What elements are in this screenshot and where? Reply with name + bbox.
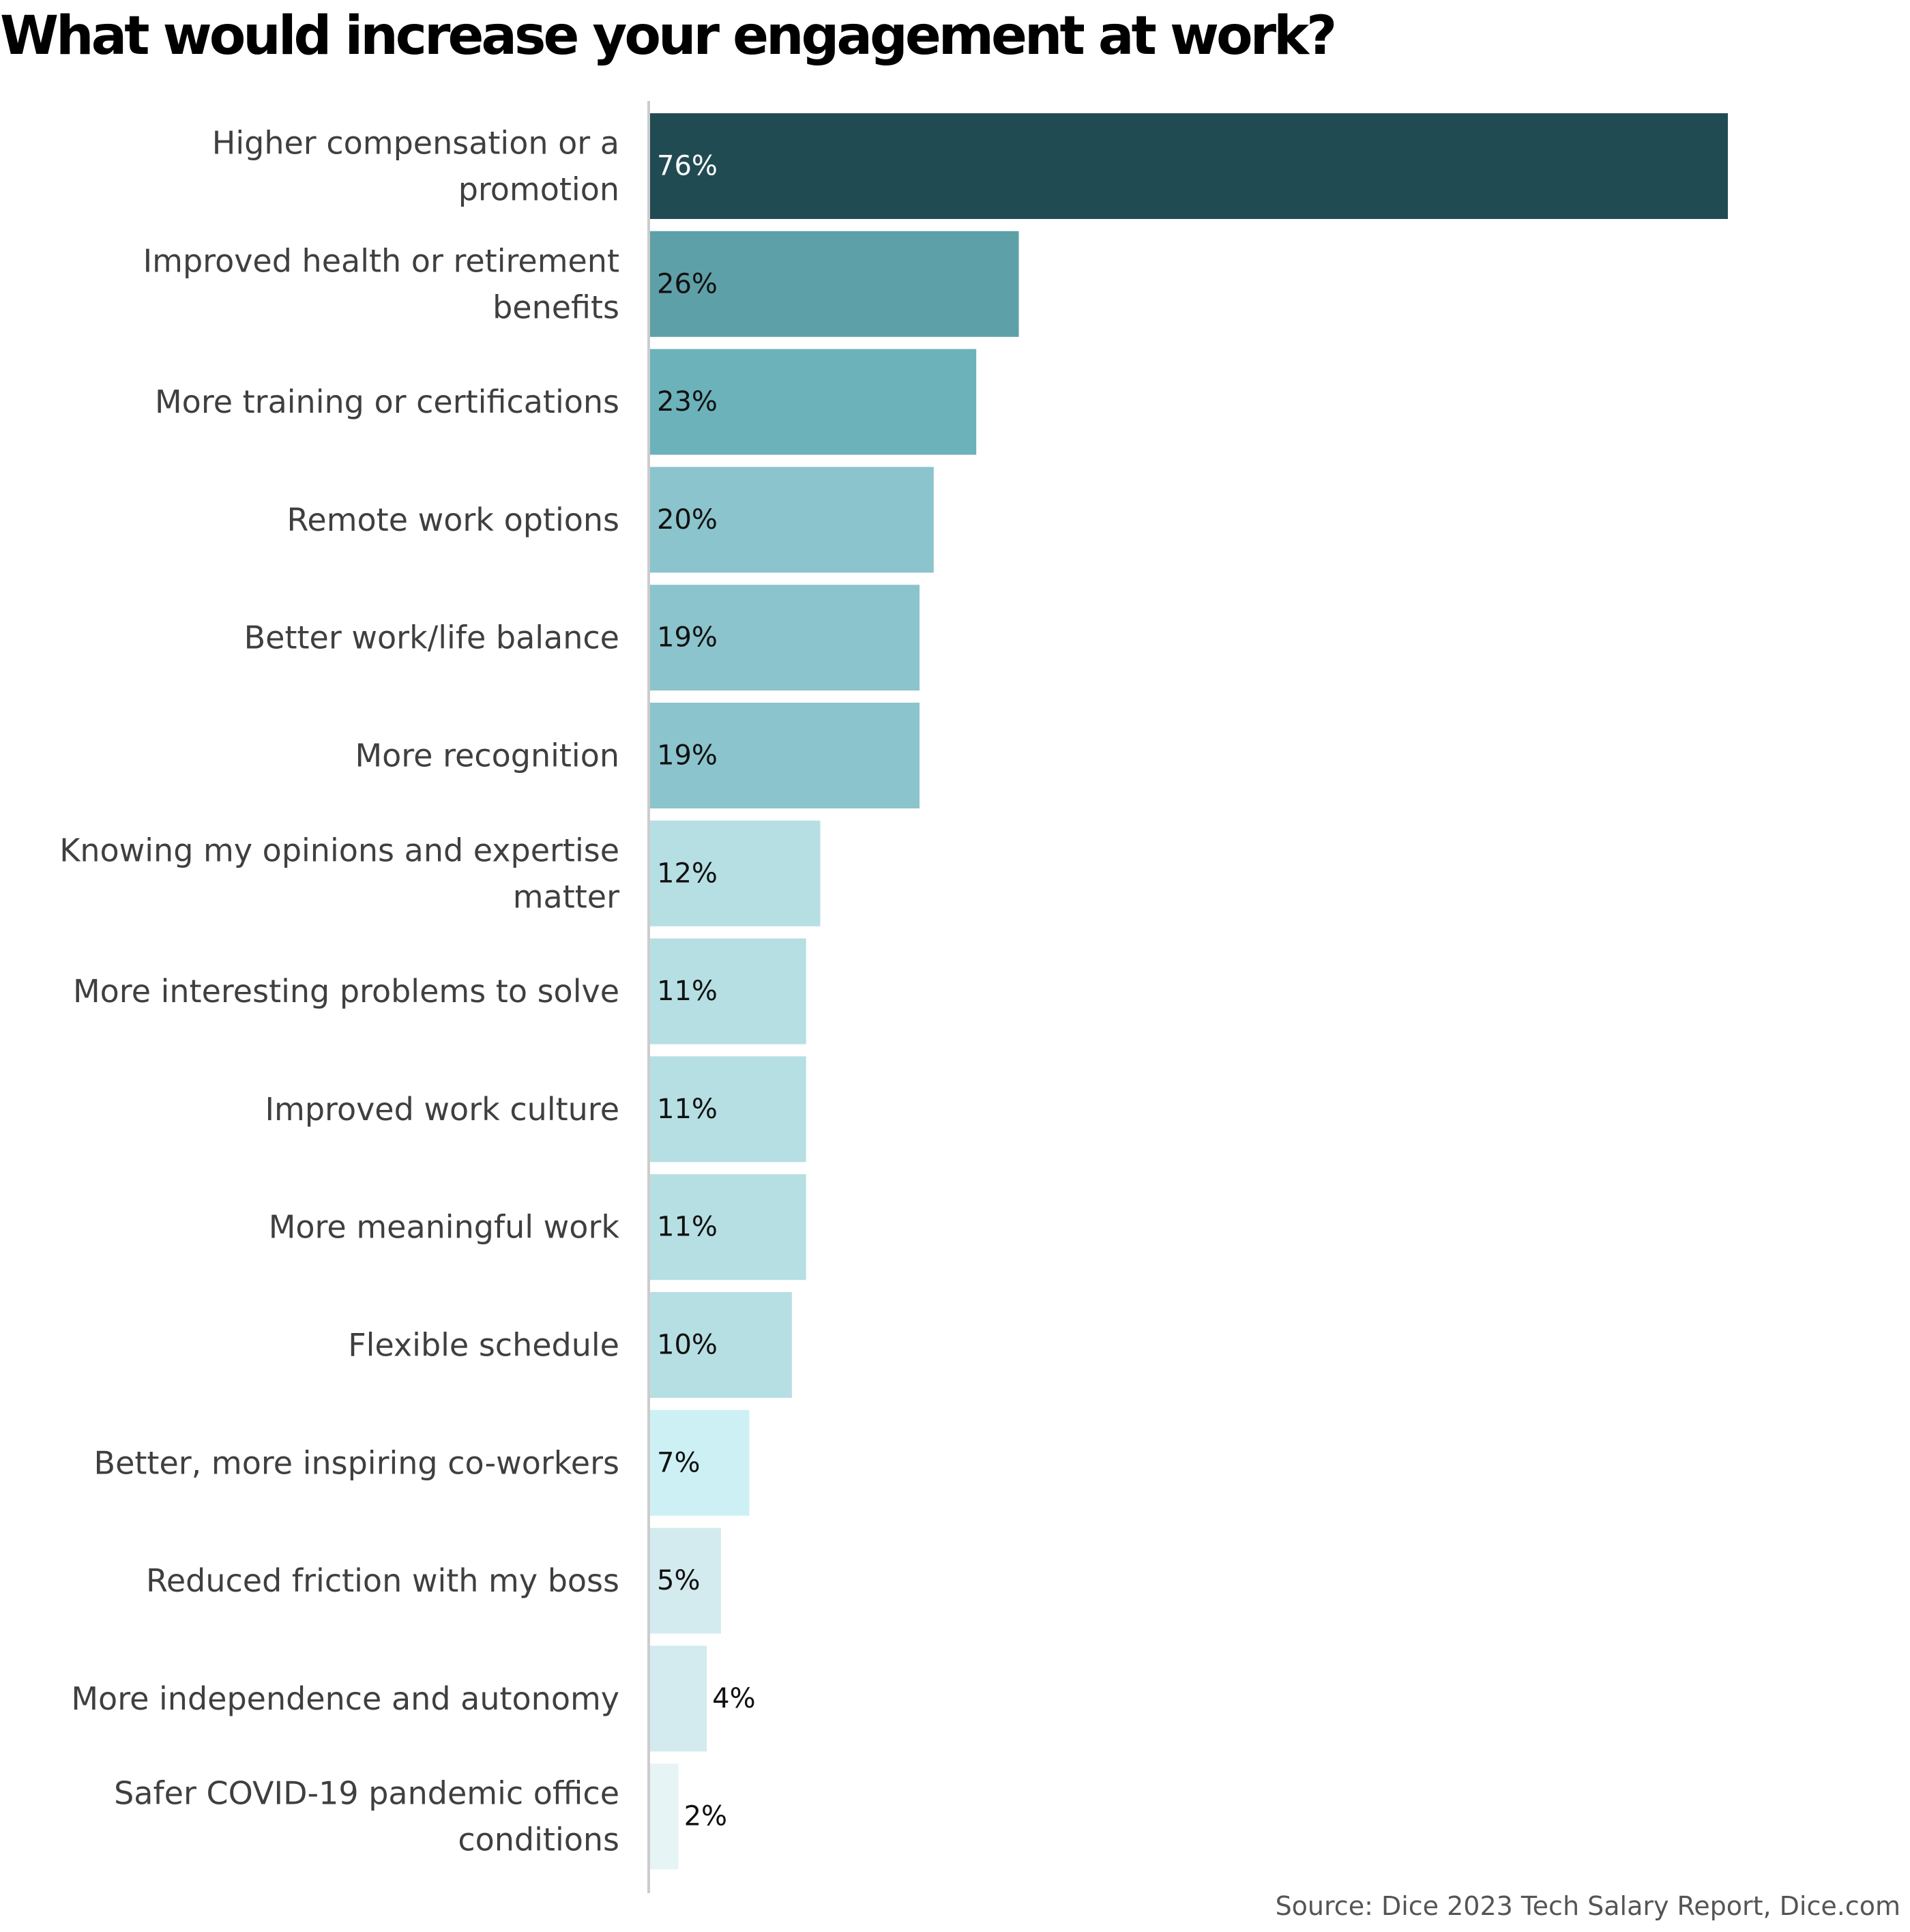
value-label: 11% [657, 1094, 718, 1125]
category-label: Safer COVID-19 pandemic office conditions [114, 1775, 619, 1858]
bar [650, 1056, 806, 1162]
bar [650, 703, 920, 808]
category-label-line: Remote work options [287, 501, 619, 538]
bar [650, 231, 1019, 337]
value-label: 11% [657, 1212, 718, 1243]
source-note: Source: Dice 2023 Tech Salary Report, Di… [1275, 1891, 1900, 1921]
bar [650, 349, 977, 455]
bar [650, 585, 920, 691]
category-label: Reduced friction with my boss [146, 1562, 619, 1599]
category-label: More independence and autonomy [71, 1680, 619, 1717]
category-label: Higher compensation or a promotion [212, 125, 619, 208]
category-label-line: Improved health or retirement [143, 242, 619, 279]
bar [650, 938, 806, 1044]
category-label-line: Reduced friction with my boss [146, 1562, 619, 1599]
category-label-line: Higher compensation or a [212, 125, 619, 162]
category-label: Remote work options [287, 501, 619, 538]
category-label-line: More independence and autonomy [71, 1680, 619, 1717]
bar [650, 1292, 792, 1398]
category-label-line: Safer COVID-19 pandemic office [114, 1775, 619, 1812]
category-label-line: Improved work culture [265, 1091, 619, 1128]
value-label: 20% [657, 504, 718, 536]
category-label: More training or certifications [155, 383, 619, 420]
category-label-line: More interesting problems to solve [73, 973, 619, 1010]
category-label-line: More meaningful work [269, 1209, 620, 1246]
value-label: 5% [657, 1565, 700, 1596]
category-label-line: conditions [458, 1821, 619, 1858]
value-label: 2% [684, 1801, 727, 1832]
value-labels: 76% 26% 23% 20% 19% 19% 12% 11% 11% 11% 10% 7% 5% 4% 2… [657, 151, 756, 1832]
value-label: 11% [657, 976, 718, 1007]
category-label-line: Knowing my opinions and expertise [59, 832, 619, 868]
bar [650, 820, 821, 926]
category-label: Improved health or retirement benefits [143, 242, 619, 325]
category-label: More meaningful work [269, 1209, 620, 1246]
category-label: More recognition [355, 737, 619, 774]
category-label: More interesting problems to solve [73, 973, 619, 1010]
category-label-line: benefits [493, 289, 619, 325]
category-label-line: More recognition [355, 737, 619, 774]
category-label: Better, more inspiring co-workers [94, 1444, 619, 1481]
category-label-line: promotion [458, 171, 619, 208]
bar [650, 1645, 707, 1752]
chart-title: What would increase your engagement at w… [0, 5, 1337, 67]
category-labels: Higher compensation or a promotion Improve… [59, 125, 619, 1858]
value-label: 23% [657, 386, 718, 418]
bar [650, 1409, 750, 1516]
bar [650, 113, 1728, 219]
value-label: 19% [657, 622, 718, 654]
value-label: 10% [657, 1330, 718, 1361]
value-label: 76% [657, 151, 718, 182]
category-label: Flexible schedule [348, 1327, 619, 1364]
category-label: Knowing my opinions and expertise matter [59, 832, 619, 915]
bar [650, 467, 934, 573]
category-label-line: Flexible schedule [348, 1327, 619, 1364]
bar [650, 1527, 721, 1634]
category-label: Better work/life balance [244, 619, 619, 656]
category-label-line: matter [513, 878, 619, 915]
value-label: 7% [657, 1447, 700, 1478]
value-label: 26% [657, 268, 718, 299]
value-label: 19% [657, 740, 718, 772]
bar [650, 1174, 806, 1280]
category-label-line: More training or certifications [155, 383, 619, 420]
category-label-line: Better, more inspiring co-workers [94, 1444, 619, 1481]
value-label: 12% [657, 858, 718, 889]
value-label: 4% [712, 1683, 755, 1714]
category-label-line: Better work/life balance [244, 619, 619, 656]
bars-layer [650, 113, 1728, 1870]
bar [650, 1763, 679, 1870]
category-label: Improved work culture [265, 1091, 619, 1128]
